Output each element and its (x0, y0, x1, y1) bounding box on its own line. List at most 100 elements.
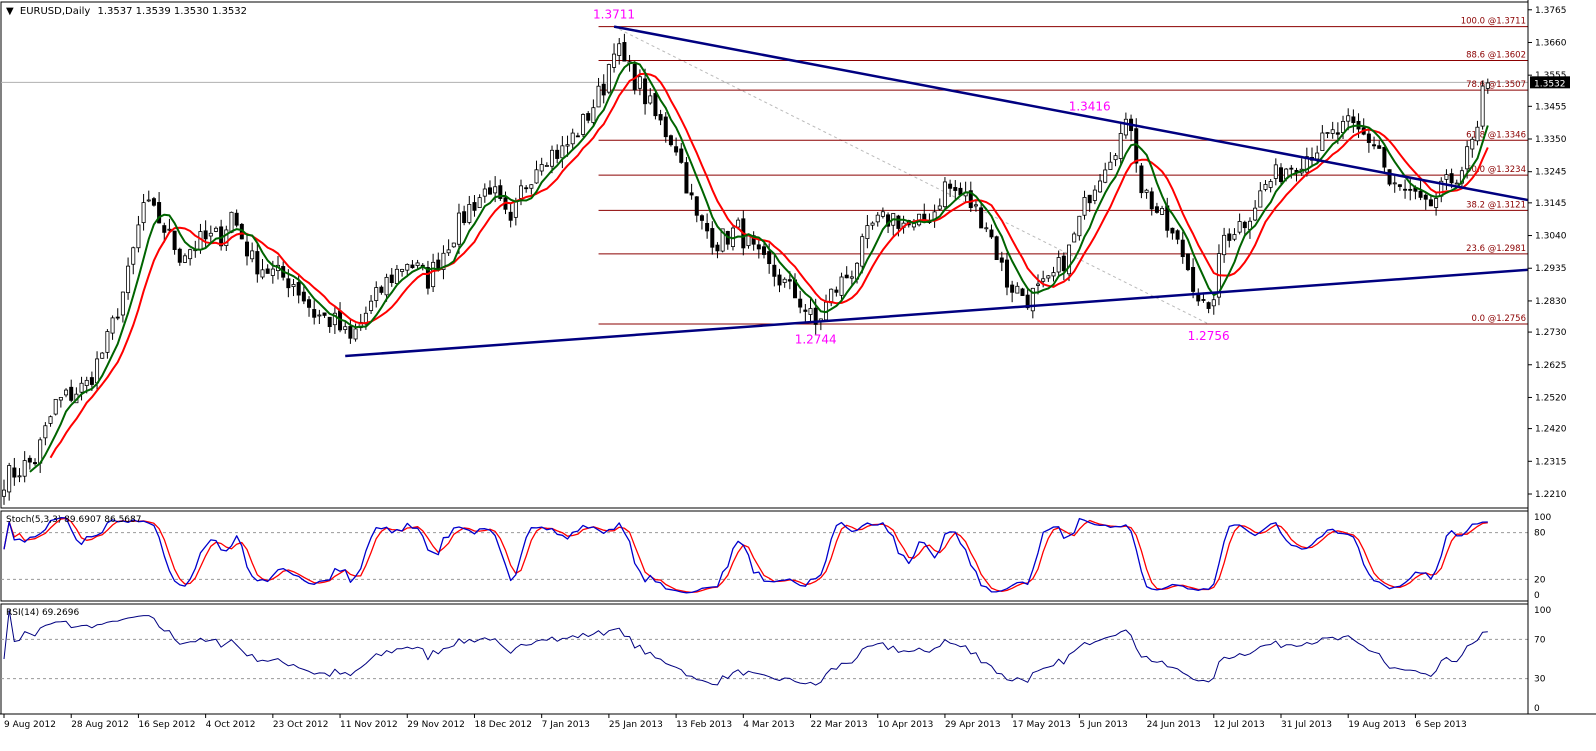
candle-body (203, 230, 208, 240)
candle-body (689, 192, 694, 196)
time-tick-label: 13 Feb 2013 (676, 720, 732, 730)
candle-body (1392, 182, 1397, 185)
candle-body (389, 274, 394, 284)
candle-body (1160, 208, 1165, 215)
candle-body (658, 114, 663, 121)
time-tick-label: 28 Aug 2012 (71, 720, 129, 730)
candle-body (1139, 165, 1144, 194)
candle-body (1118, 133, 1123, 159)
candle-body (1010, 284, 1015, 293)
candle-body (1072, 233, 1077, 243)
candle-body (7, 465, 12, 493)
candle-body (332, 312, 337, 326)
candle-body (1123, 118, 1128, 136)
candle-body (234, 212, 239, 226)
candle-body (1418, 190, 1423, 198)
candle-body (451, 242, 456, 248)
rsi-pane-frame (0, 603, 1529, 715)
time-tick-label: 24 Jun 2013 (1147, 720, 1201, 730)
candle-body (131, 247, 136, 265)
time-tick-label: 16 Sep 2012 (138, 720, 195, 730)
candle-body (43, 425, 48, 439)
candle-body (1170, 227, 1175, 234)
time-tick-label: 4 Mar 2013 (743, 720, 794, 730)
price-annotation: 1.3416 (1069, 99, 1111, 113)
candle-body (668, 135, 673, 146)
candle-body (761, 246, 766, 255)
candle-body (849, 276, 854, 279)
time-tick-label: 11 Nov 2012 (340, 720, 398, 730)
indicator-tick-label: 80 (1534, 529, 1546, 539)
candle-body (1470, 138, 1475, 150)
candle-body (126, 265, 131, 294)
time-tick-label: 18 Dec 2012 (474, 720, 531, 730)
candle-body (736, 219, 741, 228)
header-symbol: EURUSD,Daily (20, 6, 91, 17)
price-tick-label: 1.3455 (1535, 102, 1567, 112)
candle-body (208, 232, 213, 237)
price-tick-label: 1.2935 (1535, 264, 1567, 274)
price-annotation: 1.2744 (795, 333, 837, 347)
candle-body (1444, 174, 1449, 180)
indicator-tick-label: 0 (1534, 704, 1540, 714)
candle-body (1382, 146, 1387, 168)
candle-body (79, 382, 84, 393)
candle-body (973, 204, 978, 207)
candle-body (84, 379, 89, 386)
candle-body (188, 249, 193, 260)
candle-body (1201, 299, 1206, 301)
candle-body (120, 291, 125, 316)
candle-body (374, 287, 379, 301)
candle-body (513, 200, 518, 218)
candle-body (482, 188, 487, 197)
candle-body (1046, 275, 1051, 279)
time-tick-label: 9 Aug 2012 (4, 720, 56, 730)
candle-body (53, 398, 58, 415)
candle-body (1015, 285, 1020, 294)
candle-body (177, 248, 182, 263)
candle-body (1408, 188, 1413, 191)
candle-body (715, 244, 720, 252)
candle-body (565, 144, 570, 147)
price-tick-label: 1.3555 (1535, 71, 1567, 81)
candle-body (694, 196, 699, 216)
candle-body (1289, 167, 1294, 170)
candle-body (984, 227, 989, 230)
candle-body (968, 190, 973, 209)
candle-body (622, 42, 627, 62)
candle-body (1273, 164, 1278, 179)
header-arrow-icon: ▼ (6, 6, 14, 17)
candle-body (550, 149, 555, 167)
candle-body (1051, 272, 1056, 277)
candle-body (1428, 199, 1433, 207)
candle-body (1485, 82, 1490, 89)
candle-body (829, 288, 834, 304)
candle-body (1449, 173, 1454, 184)
candle-body (1025, 294, 1030, 309)
candle-body (358, 321, 363, 329)
candle-body (529, 184, 534, 189)
candle-body (1056, 257, 1061, 273)
time-tick-label: 29 Apr 2013 (945, 720, 1001, 730)
candle-body (1211, 299, 1216, 307)
price-tick-label: 1.2210 (1535, 490, 1567, 500)
candle-body (296, 282, 301, 296)
candle-body (369, 300, 374, 311)
candle-body (1475, 126, 1480, 142)
indicator-tick-label: 30 (1534, 675, 1546, 685)
candle-body (586, 113, 591, 121)
candle-body (1372, 144, 1377, 147)
candle-body (410, 264, 415, 269)
candle-body (151, 198, 156, 206)
chart-header: ▼ EURUSD,Daily 1.3537 1.3539 1.3530 1.35… (6, 6, 247, 17)
candle-body (539, 164, 544, 172)
candle-body (105, 331, 110, 353)
time-tick-label: 31 Jul 2013 (1281, 720, 1332, 730)
candle-body (886, 214, 891, 227)
candle-body (115, 316, 120, 319)
candle-body (544, 165, 549, 167)
candle-body (456, 212, 461, 245)
candle-body (162, 225, 167, 233)
candle-body (591, 107, 596, 123)
candle-body (291, 284, 296, 288)
